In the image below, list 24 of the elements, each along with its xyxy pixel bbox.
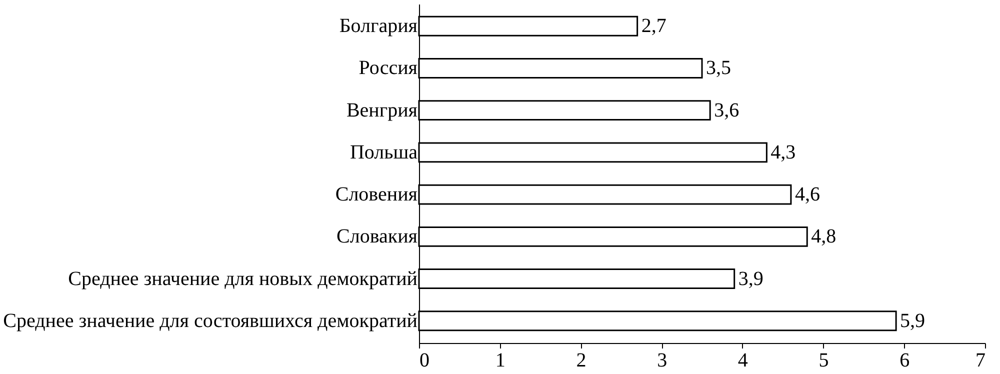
data-label: 3,9 bbox=[738, 268, 764, 290]
x-tick-label: 2 bbox=[576, 350, 586, 372]
data-label: 2,7 bbox=[641, 15, 666, 38]
y-tick-label: Болгария bbox=[339, 15, 418, 38]
y-tick-label: Среднее значение для новых демократий bbox=[68, 268, 418, 290]
y-tick-label: Словения bbox=[335, 184, 418, 206]
y-tick-label: Среднее значение для состоявшихся демократий bbox=[3, 310, 418, 332]
x-tick-label: 5 bbox=[818, 350, 829, 372]
y-tick-label: Венгрия bbox=[346, 99, 418, 122]
data-label: 4,6 bbox=[794, 184, 820, 206]
x-tick-label: 3 bbox=[657, 350, 668, 372]
x-tick-label: 1 bbox=[495, 350, 506, 372]
y-tick-label: Словакия bbox=[336, 226, 418, 248]
y-tick-label: Польша bbox=[350, 141, 418, 164]
x-tick-label: 4 bbox=[738, 350, 748, 372]
x-tick-label: 0 bbox=[420, 350, 430, 372]
x-tick-label: 7 bbox=[976, 350, 986, 372]
data-label: 4,8 bbox=[811, 226, 836, 248]
x-tick-label: 6 bbox=[900, 350, 910, 372]
data-label: 5,9 bbox=[900, 310, 926, 332]
y-tick-label: Россия bbox=[358, 57, 418, 80]
data-label: 3,6 bbox=[714, 99, 740, 122]
data-label: 3,5 bbox=[706, 57, 731, 80]
data-label: 4,3 bbox=[770, 141, 796, 164]
